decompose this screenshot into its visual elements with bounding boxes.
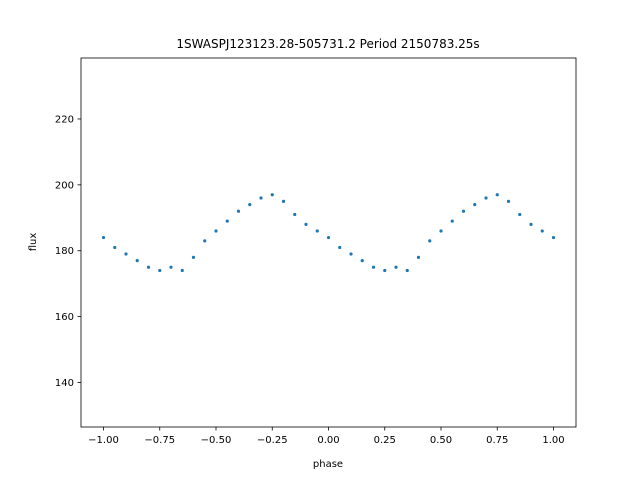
data-point	[540, 229, 544, 233]
data-point	[101, 235, 106, 240]
y-axis-label: flux	[28, 233, 39, 252]
data-point	[225, 219, 229, 223]
data-point	[281, 199, 286, 203]
data-point	[113, 245, 117, 250]
data-point	[326, 235, 331, 240]
data-point	[259, 196, 263, 200]
data-point	[529, 222, 533, 226]
y-tick-label: 200	[55, 180, 74, 191]
x-tick-label: 0.25	[374, 435, 396, 446]
x-axis-label: phase	[313, 459, 343, 470]
y-tick-label: 160	[55, 312, 74, 323]
data-point	[135, 259, 139, 263]
data-point	[484, 196, 488, 200]
data-point	[180, 268, 184, 273]
x-tick-label: −0.50	[201, 435, 232, 446]
x-tick-label: 0.75	[486, 435, 508, 446]
data-point	[360, 259, 364, 263]
y-tick-label: 220	[55, 114, 74, 125]
data-point	[506, 199, 511, 203]
data-point	[394, 265, 398, 269]
data-point	[236, 209, 241, 213]
data-point	[473, 203, 477, 207]
data-point	[191, 255, 196, 259]
data-point	[203, 239, 207, 243]
scatter-points	[101, 193, 556, 273]
x-tick-label: 0.50	[430, 435, 452, 446]
data-point	[248, 203, 252, 207]
data-point	[304, 222, 308, 226]
data-point	[124, 252, 128, 256]
x-tick-label: −0.25	[257, 435, 288, 446]
y-tick-label: 180	[55, 246, 74, 257]
data-point	[450, 219, 454, 223]
data-point	[371, 265, 376, 269]
data-point	[315, 229, 319, 233]
data-point	[293, 212, 297, 217]
data-point	[518, 212, 522, 217]
data-point	[405, 268, 409, 273]
x-tick-label: 1.00	[542, 435, 564, 446]
data-point	[214, 229, 218, 233]
x-tick-label: 0.00	[317, 435, 339, 446]
data-point	[428, 239, 432, 243]
data-point	[461, 209, 466, 213]
data-point	[158, 268, 162, 273]
data-point	[383, 268, 387, 273]
x-axis: −1.00 −0.75 −0.50 −0.25 0.00 0.25 0.50 0.75 1.00	[88, 427, 565, 446]
data-point	[495, 193, 499, 197]
data-point	[146, 265, 151, 269]
y-tick-label: 140	[55, 378, 74, 389]
data-point	[551, 235, 556, 240]
data-point	[416, 255, 421, 259]
data-point	[169, 265, 173, 269]
x-tick-label: −1.00	[88, 435, 119, 446]
data-point	[349, 252, 353, 256]
chart-title: 1SWASPJ123123.28-505731.2 Period 2150783…	[176, 37, 479, 51]
data-point	[439, 229, 443, 233]
y-axis: 140 160 180 200 220	[55, 114, 81, 389]
data-point	[270, 193, 274, 197]
x-tick-label: −0.75	[144, 435, 175, 446]
data-point	[338, 245, 342, 250]
